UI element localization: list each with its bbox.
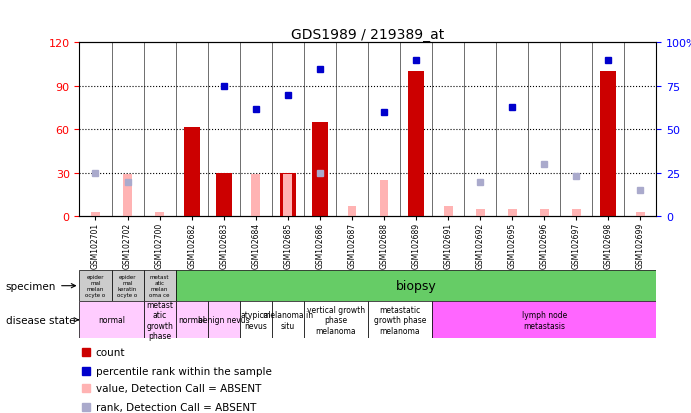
Text: vertical growth
phase
melanoma: vertical growth phase melanoma <box>307 305 365 335</box>
Text: value, Detection Call = ABSENT: value, Detection Call = ABSENT <box>95 384 261 394</box>
Bar <box>572 210 580 217</box>
Bar <box>408 72 424 217</box>
Bar <box>508 210 517 217</box>
Bar <box>475 210 484 217</box>
Text: lymph node
metastasis: lymph node metastasis <box>522 311 567 330</box>
Bar <box>312 123 328 217</box>
Title: GDS1989 / 219389_at: GDS1989 / 219389_at <box>292 28 444 43</box>
Bar <box>184 127 200 217</box>
Bar <box>600 72 616 217</box>
Text: metast
atic
growth
phase: metast atic growth phase <box>146 300 173 340</box>
Bar <box>540 210 549 217</box>
Bar <box>368 301 432 339</box>
Bar <box>208 301 240 339</box>
Bar <box>144 271 176 301</box>
Text: normal: normal <box>178 316 205 325</box>
Text: biopsy: biopsy <box>396 280 437 292</box>
Text: epider
mal
keratin
ocyte o: epider mal keratin ocyte o <box>117 275 138 297</box>
Text: metast
atic
melan
oma ce: metast atic melan oma ce <box>149 275 170 297</box>
Bar <box>379 181 388 217</box>
Text: disease state: disease state <box>6 315 79 325</box>
Bar <box>176 301 208 339</box>
Text: specimen: specimen <box>6 281 75 291</box>
Text: epider
mal
melan
ocyte o: epider mal melan ocyte o <box>86 275 106 297</box>
Bar <box>111 271 144 301</box>
Bar <box>444 206 453 217</box>
Text: metastatic
growth phase
melanoma: metastatic growth phase melanoma <box>374 305 426 335</box>
Text: percentile rank within the sample: percentile rank within the sample <box>95 366 272 375</box>
Text: normal: normal <box>98 316 125 325</box>
Bar <box>79 301 144 339</box>
Bar <box>432 301 656 339</box>
Bar <box>91 212 100 217</box>
Bar <box>636 212 645 217</box>
Bar <box>252 175 261 217</box>
Bar <box>123 175 132 217</box>
Text: count: count <box>95 347 125 357</box>
Text: atypical
nevus: atypical nevus <box>240 311 271 330</box>
Bar <box>272 301 304 339</box>
Bar <box>144 301 176 339</box>
Bar <box>304 301 368 339</box>
Bar <box>155 212 164 217</box>
Bar <box>240 301 272 339</box>
Bar <box>283 175 292 217</box>
Bar <box>348 206 357 217</box>
Bar <box>216 173 231 217</box>
Bar <box>280 173 296 217</box>
Text: rank, Detection Call = ABSENT: rank, Detection Call = ABSENT <box>95 402 256 412</box>
Text: melanoma in
situ: melanoma in situ <box>263 311 313 330</box>
Bar <box>79 271 111 301</box>
Text: benign nevus: benign nevus <box>198 316 249 325</box>
Bar <box>176 271 656 301</box>
